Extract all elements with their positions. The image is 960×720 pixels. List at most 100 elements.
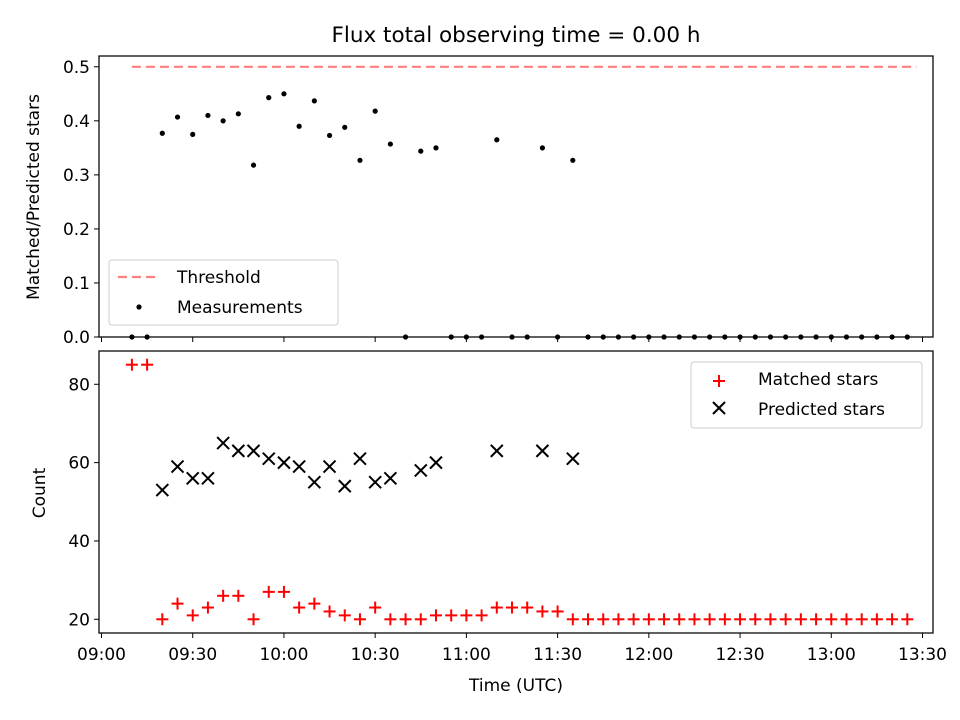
legend-measurements-swatch	[136, 304, 142, 310]
top-y-tick-label: 0.1	[63, 274, 90, 294]
matched-star-marker	[810, 613, 823, 626]
measurement-point	[326, 132, 333, 139]
legend-predicted-label: Predicted stars	[758, 400, 885, 420]
predicted-star-marker-b	[566, 452, 580, 466]
predicted-star-marker-b	[490, 444, 504, 458]
matched-star-marker	[414, 613, 427, 626]
predicted-star-marker	[368, 475, 382, 489]
predicted-star-marker	[338, 479, 352, 493]
top-y-tick-label: 0.4	[63, 112, 90, 132]
predicted-star-marker	[490, 444, 504, 458]
legend-measurements-label: Measurements	[177, 298, 303, 318]
top-y-tick-label: 0.0	[63, 328, 90, 348]
measurement-point	[311, 98, 317, 104]
measurement-point	[357, 157, 363, 163]
predicted-star-marker-b	[307, 475, 322, 489]
matched-star-marker	[521, 601, 534, 614]
predicted-star-marker	[429, 455, 443, 470]
predicted-star-marker	[216, 436, 230, 450]
x-tick-label: 10:30	[351, 645, 400, 665]
predicted-star-marker	[292, 459, 306, 474]
predicted-star-marker-b	[338, 479, 352, 493]
matched-star-marker	[277, 585, 290, 598]
predicted-star-marker-b	[170, 459, 185, 474]
x-tick-label: 09:00	[77, 645, 126, 665]
matched-star-marker	[445, 609, 458, 622]
predicted-star-marker	[155, 483, 170, 497]
x-tick-label: 12:30	[716, 645, 765, 665]
predicted-star-marker-b	[201, 471, 215, 485]
top-axis-ticks: 0.0 0.1 0.2 0.3 0.4 0.5	[63, 58, 923, 348]
matched-star-marker	[551, 605, 564, 618]
measurement-point	[281, 91, 287, 97]
matched-star-marker	[840, 613, 853, 626]
matched-star-marker	[779, 613, 792, 626]
x-tick-label: 12:00	[624, 645, 673, 665]
matched-star-marker	[612, 613, 625, 626]
matched-star-marker	[627, 613, 640, 626]
measurement-point	[387, 141, 393, 147]
predicted-star-marker-b	[535, 444, 550, 458]
matched-star-marker	[232, 589, 245, 602]
predicted-star-marker	[231, 444, 246, 458]
predicted-star-marker-b	[383, 471, 398, 485]
predicted-star-marker	[277, 455, 291, 470]
measurement-point	[433, 145, 439, 151]
measurement-point	[235, 111, 241, 117]
measurement-point	[205, 112, 211, 119]
x-tick-label: 13:00	[807, 645, 856, 665]
predicted-star-marker	[307, 475, 322, 489]
predicted-star-marker-b	[414, 463, 428, 478]
bottom-y-tick-label: 40	[68, 532, 90, 552]
matched-star-marker	[384, 613, 397, 626]
matched-star-marker	[536, 605, 549, 618]
measurement-point	[220, 118, 226, 124]
predicted-star-marker	[383, 471, 398, 485]
matched-star-marker	[460, 609, 473, 622]
matched-star-marker	[429, 609, 442, 622]
matched-star-marker	[673, 613, 686, 626]
predicted-star-marker-b	[216, 436, 230, 450]
measurement-point	[539, 145, 546, 151]
matched-star-marker	[582, 613, 595, 626]
matched-star-marker	[338, 609, 351, 622]
predicted-star-marker	[414, 463, 428, 478]
matched-star-marker	[201, 601, 214, 614]
matched-star-marker	[703, 613, 716, 626]
matched-star-marker	[156, 613, 169, 626]
measurement-point	[174, 114, 181, 120]
predicted-star-marker-b	[186, 471, 200, 485]
x-axis-label: Time (UTC)	[468, 676, 563, 696]
matched-star-marker	[749, 613, 762, 626]
measurement-point	[250, 162, 257, 168]
top-y-axis-label: Matched/Predicted stars	[24, 94, 44, 300]
matched-star-marker	[506, 601, 518, 614]
top-panel: 0.0 0.1 0.2 0.3 0.4 0.5 Matched/Predicted sta…	[24, 55, 934, 348]
predicted-star-marker-b	[262, 452, 276, 466]
measurement-point	[494, 137, 500, 143]
matched-star-marker	[171, 597, 184, 610]
predicted-stars-points	[155, 436, 580, 497]
matched-star-marker	[293, 601, 306, 614]
predicted-star-marker-b	[368, 475, 382, 489]
measurement-point	[418, 148, 424, 154]
matched-star-marker	[688, 613, 701, 626]
figure-title: Flux total observing time = 0.00 h	[332, 23, 701, 48]
legend-threshold-label: Threshold	[176, 268, 261, 288]
predicted-star-marker-b	[322, 459, 337, 474]
matched-star-marker	[490, 601, 503, 614]
matched-star-marker	[658, 613, 671, 626]
x-tick-label: 13:30	[898, 645, 947, 665]
predicted-star-marker-b	[231, 444, 246, 458]
bottom-axis-ticks: 20 40 60 80 09:00 09:30 10:00 10:30 11:00 11:30 12…	[68, 375, 947, 665]
matched-star-marker	[399, 613, 412, 626]
measurement-point	[190, 131, 196, 137]
bottom-legend-box	[690, 361, 923, 429]
matched-star-marker	[262, 585, 275, 598]
bottom-y-tick-label: 20	[68, 610, 90, 630]
predicted-star-marker	[201, 471, 215, 485]
x-tick-label: 11:30	[533, 645, 582, 665]
predicted-star-marker-b	[353, 452, 367, 466]
top-legend-box	[108, 259, 339, 326]
